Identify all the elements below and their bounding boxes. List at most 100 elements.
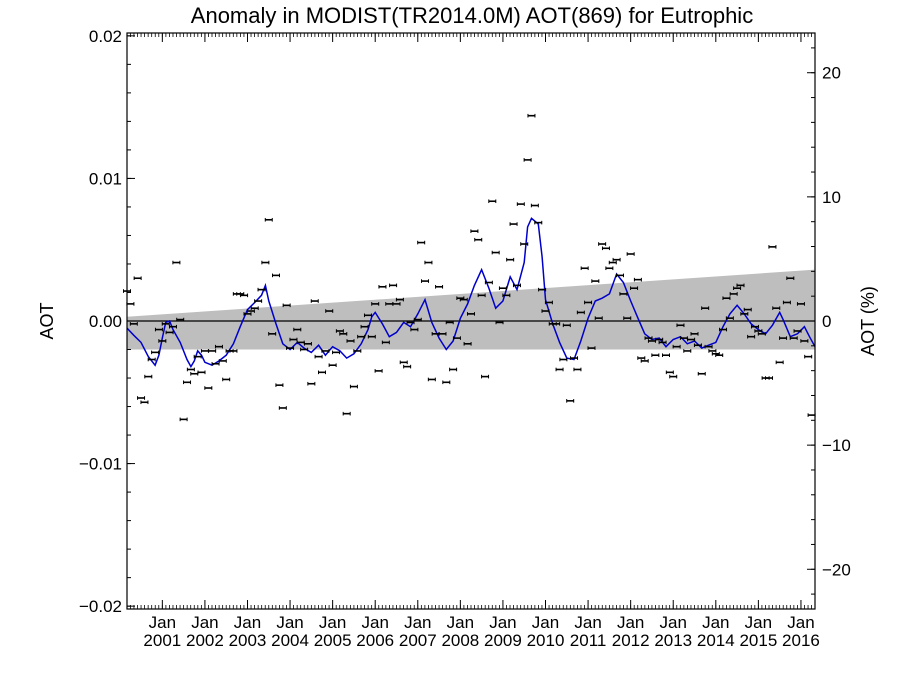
data-point — [570, 356, 579, 360]
y-left-tick-label: −0.02 — [79, 597, 122, 616]
x-tick-year-label: 2001 — [143, 631, 181, 650]
data-point — [310, 299, 319, 303]
x-tick-year-label: 2009 — [484, 631, 522, 650]
data-point — [601, 246, 610, 251]
data-point — [144, 374, 153, 379]
data-point — [229, 349, 238, 353]
data-point — [367, 334, 376, 339]
y-axis-label-right: AOT (%) — [858, 286, 878, 356]
data-point — [303, 342, 312, 346]
data-point — [477, 293, 486, 298]
data-point — [342, 411, 351, 416]
y-left-tick-label: 0.00 — [89, 312, 122, 331]
x-tick-year-label: 2005 — [314, 631, 352, 650]
y-left-tick-label: −0.01 — [79, 455, 122, 474]
data-point — [154, 327, 163, 332]
x-tick-month-label: Jan — [660, 613, 687, 632]
data-point — [179, 417, 188, 422]
data-point — [353, 349, 362, 353]
data-point — [619, 292, 628, 296]
x-tick-year-label: 2012 — [612, 631, 650, 650]
data-point — [655, 337, 664, 342]
data-point — [268, 332, 277, 336]
x-tick-month-label: Jan — [276, 613, 303, 632]
data-point — [598, 242, 607, 246]
data-point — [640, 359, 649, 363]
x-tick-year-label: 2014 — [697, 631, 735, 650]
smoothed-line-layer — [126, 217, 816, 369]
data-point — [459, 297, 468, 302]
y-right-tick-label: 0 — [822, 312, 831, 331]
data-point — [495, 320, 504, 325]
data-point — [580, 266, 589, 271]
data-point — [498, 286, 507, 291]
data-point — [346, 339, 355, 343]
data-point — [768, 245, 777, 249]
x-tick-year-label: 2004 — [271, 631, 309, 650]
data-point — [371, 302, 380, 306]
data-point — [796, 302, 805, 306]
data-point — [374, 369, 383, 373]
data-point — [467, 312, 475, 316]
data-point — [307, 381, 316, 386]
data-point — [264, 217, 273, 222]
data-point — [186, 367, 195, 372]
data-point — [427, 377, 436, 382]
data-point — [779, 336, 788, 340]
data-point — [317, 370, 326, 375]
x-tick-year-label: 2002 — [186, 631, 224, 650]
data-point — [349, 384, 358, 389]
y-axis-label-left: AOT — [37, 302, 57, 339]
data-point — [743, 307, 752, 312]
data-point — [566, 399, 575, 403]
data-point — [321, 349, 330, 353]
data-point — [137, 396, 146, 400]
data-point — [772, 306, 781, 310]
data-point — [463, 342, 472, 346]
x-tick-month-label: Jan — [234, 613, 261, 632]
trend-band-layer — [127, 269, 815, 350]
data-point — [193, 354, 202, 359]
data-point — [452, 336, 461, 340]
data-point — [633, 277, 642, 282]
data-point — [644, 336, 653, 340]
data-point — [559, 357, 568, 362]
data-point — [612, 257, 621, 262]
x-tick-year-label: 2010 — [527, 631, 565, 650]
data-point — [243, 312, 252, 316]
data-point — [661, 353, 670, 358]
x-tick-year-label: 2007 — [399, 631, 437, 650]
data-point — [672, 344, 681, 349]
axes-layer: 0.020.010.00−0.01−0.0220100−10−20Jan2001… — [79, 27, 851, 650]
data-point — [339, 332, 348, 336]
x-tick-month-label: Jan — [447, 613, 474, 632]
data-point — [168, 324, 177, 329]
data-point — [509, 222, 518, 226]
data-point — [754, 329, 763, 333]
x-tick-year-label: 2011 — [570, 631, 607, 650]
data-point — [491, 250, 500, 255]
data-point — [204, 386, 213, 390]
x-tick-month-label: Jan — [404, 613, 431, 632]
data-point — [701, 306, 710, 310]
x-tick-month-label: Jan — [191, 613, 218, 632]
data-point — [438, 332, 447, 336]
data-point — [687, 337, 696, 342]
data-point — [214, 344, 223, 349]
x-tick-month-label: Jan — [745, 613, 772, 632]
data-point — [257, 287, 266, 292]
data-point — [658, 340, 667, 345]
data-point — [733, 286, 742, 291]
data-point — [357, 334, 366, 339]
data-point — [275, 383, 284, 387]
data-point — [782, 300, 791, 305]
data-point — [693, 343, 702, 348]
data-point — [775, 360, 784, 365]
data-point — [133, 276, 142, 281]
data-point — [800, 339, 809, 343]
data-point — [183, 380, 192, 385]
data-point — [587, 346, 596, 350]
data-point — [669, 374, 678, 379]
data-point — [704, 344, 713, 349]
data-point — [697, 371, 706, 376]
